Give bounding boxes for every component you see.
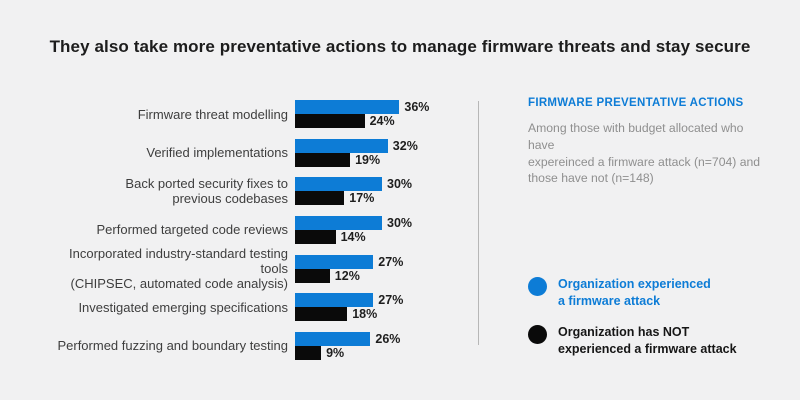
chart-row: Investigated emerging specifications 27%… <box>40 288 476 327</box>
bar-value-experienced: 27% <box>378 254 404 269</box>
chart-row: Verified implementations 32% 19% <box>40 134 476 173</box>
bar-value-experienced: 30% <box>387 216 413 231</box>
category-label: Investigated emerging specifications <box>78 299 288 315</box>
bar-value-not-experienced: 14% <box>340 230 366 245</box>
category-label: Incorporated industry-standard testing t… <box>69 245 288 292</box>
bar-value-not-experienced: 17% <box>349 191 375 206</box>
legend-label-experienced: Organization experienced a firmware atta… <box>558 277 711 308</box>
bar-line-not-experienced: 12% <box>295 268 403 283</box>
bar-not-experienced <box>295 152 351 167</box>
bar-value-experienced: 36% <box>404 100 430 115</box>
bar-experienced <box>295 100 400 115</box>
bar-line-not-experienced: 17% <box>295 191 412 206</box>
chart-row: Firmware threat modelling 36% 24% <box>40 95 476 134</box>
bar-experienced <box>295 177 382 192</box>
bar-experienced <box>295 216 382 231</box>
legend-dot-black-icon <box>528 325 547 344</box>
bar-value-not-experienced: 19% <box>355 152 381 167</box>
bar-not-experienced <box>295 114 365 129</box>
bar-value-not-experienced: 12% <box>334 268 360 283</box>
legend-dot-blue-icon <box>528 277 547 296</box>
bar-experienced <box>295 331 371 346</box>
side-panel-heading: FIRMWARE PREVENTATIVE ACTIONS <box>528 97 744 109</box>
bar-group: 27% 18% <box>295 293 404 322</box>
legend-item-not-experienced: Organization has NOT experienced a firmw… <box>528 324 737 357</box>
bar-line-experienced: 30% <box>295 216 413 231</box>
bar-not-experienced <box>295 191 345 206</box>
bar-value-experienced: 27% <box>378 293 404 308</box>
chart-row: Incorporated industry-standard testing t… <box>40 246 476 292</box>
bar-experienced <box>295 138 388 153</box>
bar-line-not-experienced: 18% <box>295 307 403 322</box>
bar-line-not-experienced: 14% <box>295 230 412 245</box>
vertical-divider <box>478 101 479 345</box>
bar-line-experienced: 32% <box>295 138 418 153</box>
bar-group: 32% 19% <box>295 138 418 167</box>
side-panel: FIRMWARE PREVENTATIVE ACTIONS Among thos… <box>528 97 768 187</box>
bar-group: 30% 17% <box>295 177 413 206</box>
bar-value-experienced: 26% <box>375 331 401 346</box>
bar-value-experienced: 32% <box>392 138 418 153</box>
bar-group: 27% 12% <box>295 254 404 283</box>
category-label: Back ported security fixes to previous c… <box>125 176 288 207</box>
bar-value-not-experienced: 9% <box>326 345 345 360</box>
bar-experienced <box>295 293 374 308</box>
category-label: Firmware threat modelling <box>137 106 288 122</box>
side-panel-note: Among those with budget allocated who ha… <box>528 121 761 186</box>
bar-line-experienced: 30% <box>295 177 413 192</box>
chart-row: Back ported security fixes to previous c… <box>40 172 476 211</box>
bar-not-experienced <box>295 230 336 245</box>
category-label: Performed targeted code reviews <box>96 222 288 238</box>
bar-group: 30% 14% <box>295 216 413 245</box>
legend-item-experienced: Organization experienced a firmware atta… <box>528 276 711 309</box>
bar-line-experienced: 26% <box>295 331 401 346</box>
bar-group: 36% 24% <box>295 100 430 129</box>
bar-not-experienced <box>295 268 330 283</box>
bar-value-experienced: 30% <box>387 177 413 192</box>
bar-not-experienced <box>295 307 348 322</box>
bar-chart: Firmware threat modelling 36% 24% Verifi… <box>40 95 476 365</box>
category-label: Performed fuzzing and boundary testing <box>57 338 288 354</box>
legend-label-not-experienced: Organization has NOT experienced a firmw… <box>558 325 737 356</box>
page-title: They also take more preventative actions… <box>49 37 751 56</box>
chart-row: Performed fuzzing and boundary testing 2… <box>40 327 476 366</box>
bar-value-not-experienced: 18% <box>352 307 378 322</box>
bar-line-not-experienced: 19% <box>295 152 418 167</box>
chart-rows: Firmware threat modelling 36% 24% Verifi… <box>40 95 476 365</box>
bar-not-experienced <box>295 345 322 360</box>
chart-row: Performed targeted code reviews 30% 14% <box>40 211 476 250</box>
bar-experienced <box>295 254 374 269</box>
bar-line-experienced: 27% <box>295 254 404 269</box>
category-label: Verified implementations <box>146 145 288 161</box>
bar-line-experienced: 27% <box>295 293 404 308</box>
bar-line-not-experienced: 24% <box>295 114 429 129</box>
bar-line-experienced: 36% <box>295 100 430 115</box>
bar-group: 26% 9% <box>295 331 401 360</box>
bar-value-not-experienced: 24% <box>369 114 395 129</box>
bar-line-not-experienced: 9% <box>295 345 400 360</box>
